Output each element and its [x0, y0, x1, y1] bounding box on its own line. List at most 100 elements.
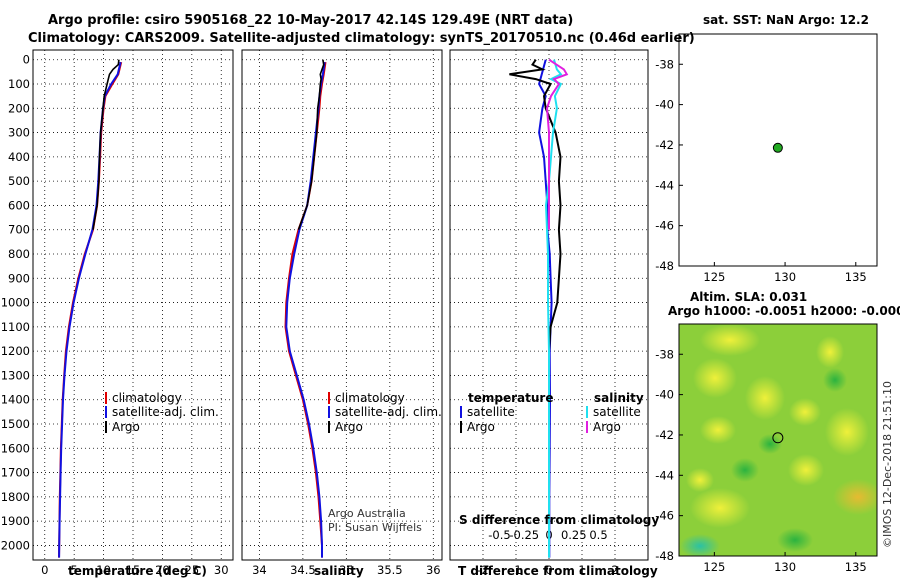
location-map-panel: sat. SST: NaN Argo: 12.2 125 130 135 -38 -40…: [655, 13, 878, 284]
depth-tick-label: 1000: [1, 296, 30, 310]
map-x-tick-label: 130: [774, 270, 796, 284]
legend-climatology: climatology: [335, 391, 405, 405]
sla-blob: [745, 376, 785, 420]
sla-blob: [825, 408, 869, 456]
s-tick-label: -0.25: [509, 528, 539, 542]
sla-blob: [693, 358, 737, 398]
map-y-tick-label: -42: [655, 428, 674, 442]
depth-tick-label: 400: [8, 150, 30, 164]
legend-t-argo: Argo: [467, 420, 495, 434]
depth-tick-label: 1200: [1, 344, 30, 358]
series-line-argo: [92, 59, 120, 230]
legend-satellite-adj: satellite-adj. clim.: [112, 405, 219, 419]
map-y-tick-label: -38: [655, 57, 674, 71]
x-tick-label: 36: [426, 563, 441, 577]
x-tick-label: 34.5: [290, 563, 316, 577]
map-x-tick-label: 125: [703, 270, 725, 284]
salinity-series: [284, 59, 327, 558]
sla-map-panel: Altim. SLA: 0.031 Argo h1000: -0.0051 h2…: [655, 290, 900, 574]
sla-map-ticks: 125 130 135 -38 -40 -42 -44 -46 -48: [655, 347, 867, 574]
x-tick-label: 15: [126, 563, 141, 577]
depth-tick-label: 500: [8, 174, 30, 188]
sla-blob: [788, 454, 824, 486]
map-y-tick-label: -44: [655, 178, 674, 192]
x-tick-label: 1: [578, 563, 585, 577]
float-location-marker: [772, 142, 783, 153]
legend-argo: Argo: [335, 420, 363, 434]
credit-line1: Argo Australia: [328, 507, 406, 520]
map-x-tick-label: 135: [845, 560, 867, 574]
depth-tick-label: 1700: [1, 466, 30, 480]
diff-line-s-satellite: [544, 59, 563, 558]
difference-xlabel-s: S difference from climatology: [459, 513, 659, 527]
legend-t-satellite: satellite: [467, 405, 515, 419]
depth-tick-label: 300: [8, 126, 30, 140]
salinity-legend: climatology satellite-adj. clim. Argo: [328, 391, 442, 434]
legend-s-argo: Argo: [593, 420, 621, 434]
series-line-climatology: [284, 61, 327, 558]
sla-blob: [700, 416, 736, 444]
salinity-grid: [242, 50, 442, 560]
depth-tick-label: 100: [8, 77, 30, 91]
map-x-tick-label: 125: [703, 560, 725, 574]
difference-legend: temperature satellite Argo salinity sate…: [460, 391, 644, 434]
map-y-tick-label: -38: [655, 347, 674, 361]
legend-climatology: climatology: [112, 391, 182, 405]
map-y-tick-label: -40: [655, 98, 674, 112]
legend-title-temperature: temperature: [468, 391, 553, 405]
x-tick-label: 0: [545, 563, 552, 577]
depth-tick-label: 0: [23, 53, 30, 67]
sla-blob: [758, 434, 782, 454]
sla-blob: [777, 528, 813, 552]
sla-blob: [690, 488, 750, 528]
series-line-satellite-adj--clim-: [285, 61, 326, 558]
x-tick-label: 2: [611, 563, 618, 577]
depth-tick-label: 200: [8, 101, 30, 115]
difference-xlabel-t: T difference from climatology: [458, 564, 658, 578]
depth-tick-label: 1800: [1, 490, 30, 504]
series-line-climatology: [58, 61, 123, 558]
depth-tick-label: 1900: [1, 514, 30, 528]
sla-map-frame: [678, 323, 878, 557]
header-title-line1: Argo profile: csiro 5905168_22 10-May-20…: [48, 13, 573, 28]
depth-axis-labels: 0 100 200 300 400 500 600 700 800 900 1000 1100 1200…: [1, 53, 30, 553]
sla-heatmap: [679, 324, 877, 556]
depth-tick-label: 900: [8, 271, 30, 285]
sla-blob: [833, 479, 877, 515]
difference-x-ticks: -2 -1 0 1 2-0.5-0.25 0 0.25 0.5: [477, 528, 618, 577]
sla-title: Altim. SLA: 0.031: [690, 290, 807, 304]
salinity-x-ticks: 34 34.5 35 35.5 36: [252, 563, 441, 577]
legend-s-satellite: satellite: [593, 405, 641, 419]
map-y-tick-label: -42: [655, 138, 674, 152]
depth-tick-label: 1100: [1, 320, 30, 334]
sla-float-location-marker: [772, 432, 784, 444]
sla-blob: [700, 324, 760, 356]
sla-blob: [789, 398, 821, 426]
map-y-tick-label: -46: [655, 509, 674, 523]
sla-blob: [680, 534, 720, 556]
x-tick-label: 34: [252, 563, 267, 577]
legend-satellite-adj: satellite-adj. clim.: [335, 405, 442, 419]
x-tick-label: 25: [185, 563, 200, 577]
map-y-tick-label: -48: [655, 259, 674, 273]
depth-tick-label: 1400: [1, 393, 30, 407]
legend-title-salinity: salinity: [594, 391, 644, 405]
s-tick-label: 0.25: [561, 528, 587, 542]
temperature-legend: climatology satellite-adj. clim. Argo: [105, 391, 219, 434]
map-x-tick-label: 135: [845, 270, 867, 284]
salinity-xlabel: salinity: [314, 564, 364, 578]
x-tick-label: 5: [71, 563, 78, 577]
depth-tick-label: 700: [8, 223, 30, 237]
x-tick-label: 35.5: [377, 563, 403, 577]
salinity-frame: [241, 49, 443, 561]
temperature-xlabel: temperature (deg C): [68, 564, 207, 578]
temperature-panel: 0 5 10 15 20 25 30 temperature (deg C) climato…: [32, 49, 234, 578]
depth-tick-label: 2000: [1, 538, 30, 552]
sla-blob: [816, 336, 844, 368]
sst-title: sat. SST: NaN Argo: 12.2: [703, 13, 869, 27]
difference-panel: -2 -1 0 1 2-0.5-0.25 0 0.25 0.5 T difference fr…: [449, 49, 659, 578]
depth-tick-label: 1500: [1, 417, 30, 431]
series-line-argo: [297, 59, 325, 230]
salinity-panel: 34 34.5 35 35.5 36 salinity climatology sate…: [241, 49, 443, 578]
x-tick-label: 35: [339, 563, 354, 577]
